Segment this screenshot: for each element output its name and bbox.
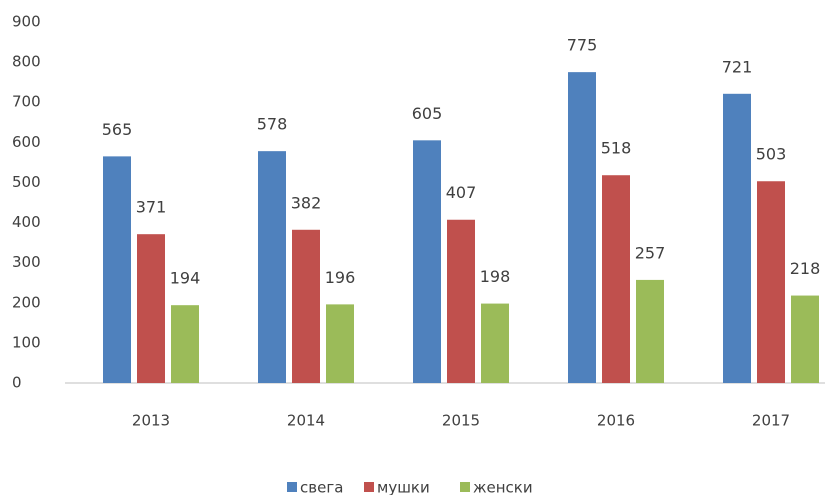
bar [103, 156, 131, 383]
value-label: 775 [567, 36, 598, 55]
x-tick-label: 2017 [752, 412, 790, 430]
bar [447, 219, 475, 383]
bar [791, 295, 819, 383]
value-label: 382 [291, 193, 322, 212]
bar [636, 279, 664, 383]
bar [568, 72, 596, 383]
y-tick-label: 800 [12, 53, 41, 71]
legend-swatch [364, 482, 374, 492]
bar [137, 234, 165, 383]
value-label: 721 [722, 57, 753, 76]
bar [481, 303, 509, 383]
y-tick-label: 400 [12, 213, 41, 231]
y-tick-label: 500 [12, 173, 41, 191]
value-label: 565 [102, 120, 133, 139]
value-label: 518 [601, 139, 632, 158]
value-label: 198 [480, 267, 511, 286]
x-tick-label: 2013 [132, 412, 170, 430]
bar [171, 305, 199, 383]
value-label: 503 [756, 145, 787, 164]
bar [757, 181, 785, 383]
y-tick-label: 700 [12, 93, 41, 111]
value-label: 194 [170, 269, 201, 288]
legend-label: мушки [377, 479, 430, 495]
bar [413, 140, 441, 383]
y-tick-label: 0 [12, 374, 22, 392]
y-tick-label: 600 [12, 133, 41, 151]
value-label: 196 [325, 268, 356, 287]
x-tick-label: 2016 [597, 412, 635, 430]
x-tick-label: 2015 [442, 412, 480, 430]
value-label: 218 [790, 259, 821, 278]
y-tick-label: 100 [12, 333, 41, 351]
legend-label: свега [300, 479, 343, 495]
y-tick-label: 900 [12, 13, 41, 31]
value-label: 407 [446, 183, 477, 202]
legend-swatch [287, 482, 297, 492]
value-label: 605 [412, 104, 443, 123]
value-label: 371 [136, 198, 167, 217]
legend-label: женски [473, 479, 533, 495]
value-label: 578 [257, 115, 288, 134]
bar [326, 304, 354, 383]
y-tick-label: 300 [12, 253, 41, 271]
value-label: 257 [635, 243, 666, 262]
bar [723, 93, 751, 383]
x-tick-label: 2014 [287, 412, 325, 430]
bar [258, 151, 286, 383]
legend-swatch [460, 482, 470, 492]
bar [292, 229, 320, 383]
y-tick-label: 200 [12, 293, 41, 311]
bar [602, 175, 630, 383]
